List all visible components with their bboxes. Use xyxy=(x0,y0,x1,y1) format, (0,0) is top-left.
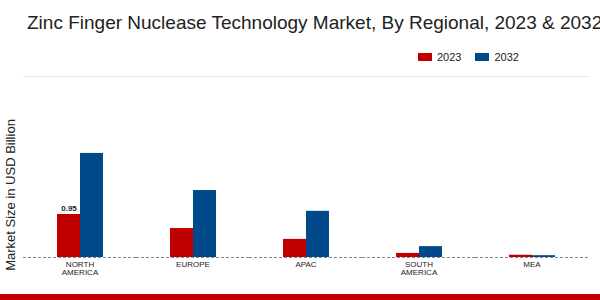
html-text:Market Size in USD Billion: Market Size in USD Billion xyxy=(2,119,18,271)
svg-text:0.95: 0.95 xyxy=(61,204,77,213)
svg-text:MEA: MEA xyxy=(523,260,541,269)
svg-text:SOUTHAMERICA: SOUTHAMERICA xyxy=(401,260,438,277)
html-text:2023: 2023 xyxy=(437,51,462,63)
svg-text:NORTHAMERICA: NORTHAMERICA xyxy=(62,260,99,277)
html-text:2032: 2032 xyxy=(494,51,519,63)
svg-text:APAC: APAC xyxy=(295,260,316,269)
svg-text:EUROPE: EUROPE xyxy=(176,260,210,269)
